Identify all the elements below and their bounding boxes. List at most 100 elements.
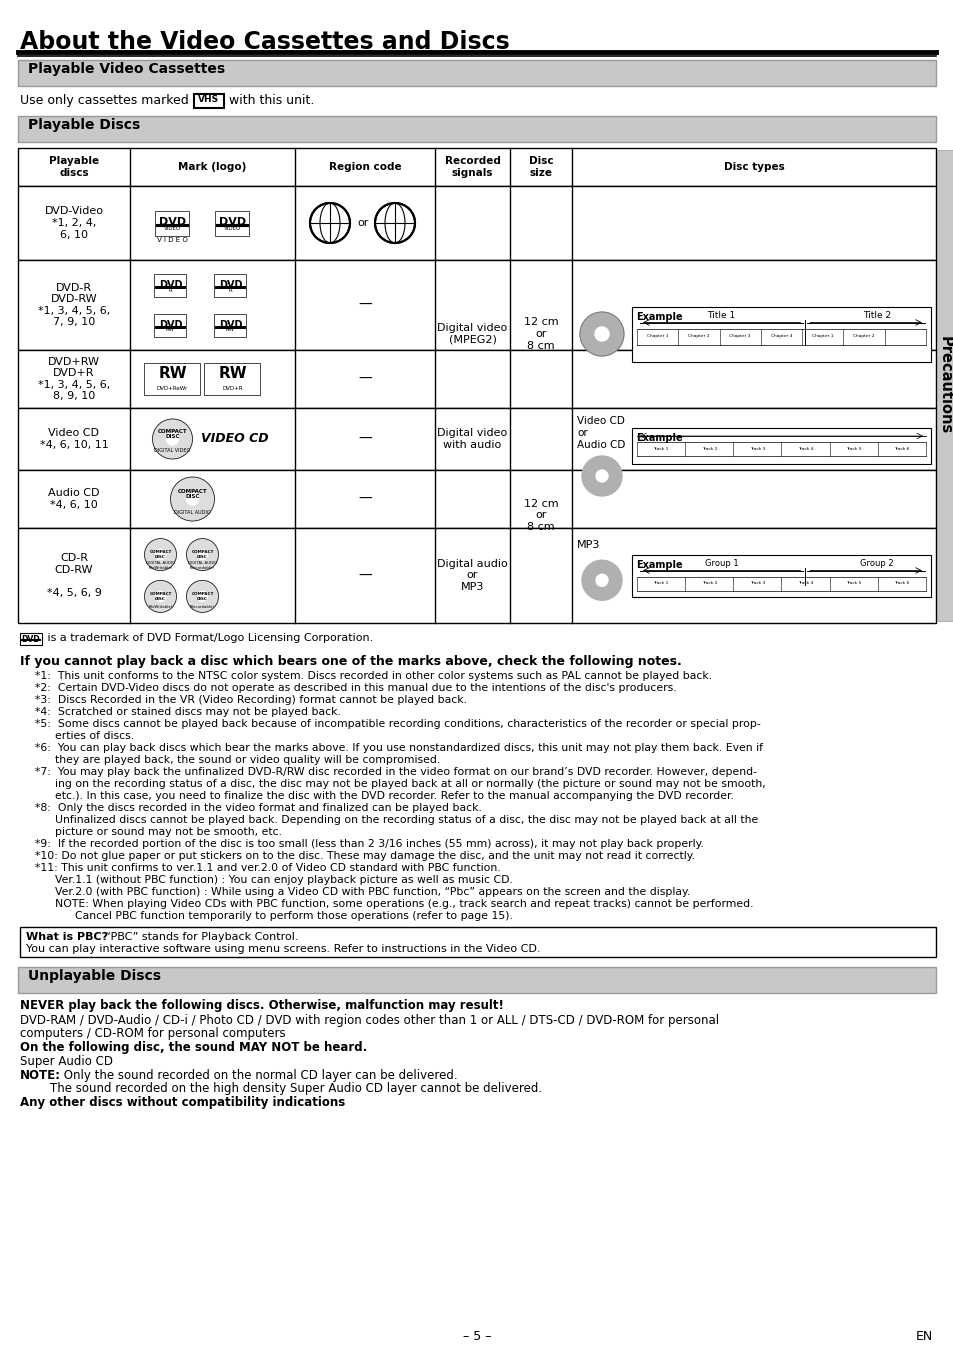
Text: Cancel PBC function temporarily to perform those operations (refer to page 15).: Cancel PBC function temporarily to perfo… [75,911,513,921]
Text: Track 5: Track 5 [845,581,861,585]
Circle shape [152,419,193,460]
Bar [215,212,250,236]
Text: *9:  If the recorded portion of the disc is too small (less than 2 3/16 inches (: *9: If the recorded portion of the disc … [35,838,703,849]
Text: CD-R
CD-RW

*4, 5, 6, 9: CD-R CD-RW *4, 5, 6, 9 [47,553,101,599]
Text: Only the sound recorded on the normal CD layer can be delivered.: Only the sound recorded on the normal CD… [60,1069,457,1082]
Text: Chapter 2: Chapter 2 [687,334,709,338]
Text: *7:  You may play back the unfinalized DVD-R/RW disc recorded in the video forma: *7: You may play back the unfinalized DV… [35,767,757,776]
Text: 12 cm
or
8 cm: 12 cm or 8 cm [523,317,558,350]
Bar [936,150,953,621]
Bar [204,363,260,395]
Text: DVD: DVD [218,217,246,228]
Text: Digital audio
or
MP3: Digital audio or MP3 [436,559,507,592]
Circle shape [144,581,176,612]
Text: COMPACT
DISC: COMPACT DISC [150,550,172,559]
Text: V I D E O: V I D E O [157,237,188,243]
Text: Track 6: Track 6 [893,581,908,585]
Bar [18,470,935,528]
Text: DVD: DVD [218,280,242,290]
Text: or: or [357,218,368,228]
Text: *10: Do not glue paper or put stickers on to the disc. These may damage the disc: *10: Do not glue paper or put stickers o… [35,851,695,861]
Bar [18,350,935,408]
Bar [20,927,935,957]
Text: Precautions: Precautions [937,337,952,434]
Circle shape [155,592,165,601]
Text: is a trademark of DVD Format/Logo Licensing Corporation.: is a trademark of DVD Format/Logo Licens… [44,634,373,643]
Text: Example: Example [636,559,682,569]
Text: erties of discs.: erties of discs. [55,731,134,741]
Bar [154,314,186,337]
Text: Super Audio CD: Super Audio CD [20,1055,112,1068]
Bar [631,554,930,597]
Text: COMPACT
DISC: COMPACT DISC [157,429,187,439]
Text: COMPACT
DISC: COMPACT DISC [192,550,213,559]
Bar [214,274,246,297]
Text: Audio CD
*4, 6, 10: Audio CD *4, 6, 10 [49,488,100,510]
Text: Unfinalized discs cannot be played back. Depending on the recording status of a : Unfinalized discs cannot be played back.… [55,816,758,825]
Circle shape [144,539,176,570]
Text: Playable Video Cassettes: Playable Video Cassettes [28,62,225,75]
Circle shape [167,433,178,445]
Text: —: — [357,569,372,582]
Circle shape [579,311,623,356]
Bar [18,967,935,993]
Bar [18,116,935,142]
Bar [20,634,42,644]
Text: with this unit.: with this unit. [225,94,314,106]
Bar [155,212,190,236]
Text: Any other discs without compatibility indications: Any other discs without compatibility in… [20,1096,345,1109]
Circle shape [197,592,208,601]
Text: Group 2: Group 2 [860,559,893,569]
Text: Example: Example [636,433,682,443]
Circle shape [375,204,415,243]
Bar [193,94,224,108]
Bar [214,314,246,337]
Text: DVD-Video
*1, 2, 4,
6, 10: DVD-Video *1, 2, 4, 6, 10 [45,206,103,240]
Text: Track 3: Track 3 [749,581,764,585]
Text: The sound recorded on the high density Super Audio CD layer cannot be delivered.: The sound recorded on the high density S… [20,1082,541,1095]
Text: computers / CD-ROM for personal computers: computers / CD-ROM for personal computer… [20,1027,285,1041]
Text: DVD: DVD [158,319,182,330]
Text: VIDEO: VIDEO [164,226,181,232]
Text: COMPACT
DISC: COMPACT DISC [177,488,207,499]
Text: NOTE:: NOTE: [20,1069,61,1082]
Text: Playable Discs: Playable Discs [28,119,140,132]
Circle shape [310,204,350,243]
Text: Playable
discs: Playable discs [49,156,99,178]
Text: DVD: DVD [218,319,242,330]
Text: NOTE: When playing Video CDs with PBC function, some operations (e.g., track sea: NOTE: When playing Video CDs with PBC fu… [55,899,753,909]
Bar [631,429,930,464]
Circle shape [581,561,621,600]
Text: ing on the recording status of a disc, the disc may not be played back at all or: ing on the recording status of a disc, t… [55,779,765,789]
Text: VIDEO CD: VIDEO CD [200,433,268,445]
Text: VHS: VHS [198,96,219,105]
Text: Ver.1.1 (without PBC function) : You can enjoy playback picture as well as music: Ver.1.1 (without PBC function) : You can… [55,875,513,886]
Text: RW: RW [166,328,174,333]
Text: DIGITAL AUDIO
(ReWritable): DIGITAL AUDIO (ReWritable) [146,561,175,570]
Text: “PBC” stands for Playback Control.: “PBC” stands for Playback Control. [98,931,298,942]
Text: R: R [169,288,172,293]
Circle shape [155,550,165,559]
Circle shape [186,493,198,506]
Text: DVD: DVD [22,635,40,643]
Text: etc.). In this case, you need to finalize the disc with the DVD recorder. Refer : etc.). In this case, you need to finaliz… [55,791,733,801]
Text: MP3: MP3 [577,541,599,550]
Text: Video CD: Video CD [577,417,624,426]
Text: Chapter 2: Chapter 2 [852,334,874,338]
Text: Disc
size: Disc size [528,156,553,178]
Text: Chapter 1: Chapter 1 [811,334,833,338]
Text: Region code: Region code [329,162,401,173]
Bar [18,61,935,86]
Circle shape [596,470,607,483]
Text: Digital video
with audio: Digital video with audio [436,429,507,450]
Text: DVD: DVD [159,217,186,228]
Text: Track 3: Track 3 [749,448,764,452]
Circle shape [581,456,621,496]
Text: *11: This unit confirms to ver.1.1 and ver.2.0 of Video CD standard with PBC fun: *11: This unit confirms to ver.1.1 and v… [35,863,500,874]
Text: *3:  Discs Recorded in the VR (Video Recording) format cannot be played back.: *3: Discs Recorded in the VR (Video Reco… [35,696,467,705]
Text: *1:  This unit conforms to the NTSC color system. Discs recorded in other color : *1: This unit conforms to the NTSC color… [35,671,711,681]
Text: *5:  Some discs cannot be played back because of incompatible recording conditio: *5: Some discs cannot be played back bec… [35,718,760,729]
Text: Track 6: Track 6 [893,448,908,452]
Text: DVD+RW
DVD+R
*1, 3, 4, 5, 6,
8, 9, 10: DVD+RW DVD+R *1, 3, 4, 5, 6, 8, 9, 10 [38,357,110,402]
Text: Track 4: Track 4 [797,448,812,452]
